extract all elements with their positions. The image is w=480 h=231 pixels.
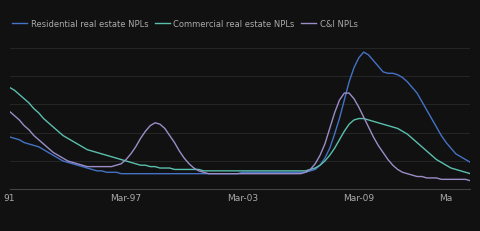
C&I NPLs <box>70 161 75 164</box>
Residential real estate NPLs <box>70 163 75 165</box>
Commercial real estate NPLs <box>468 173 473 175</box>
Legend: Residential real estate NPLs, Commercial real estate NPLs, C&I NPLs: Residential real estate NPLs, Commercial… <box>9 16 361 32</box>
Commercial real estate NPLs <box>205 170 211 173</box>
C&I NPLs <box>468 179 473 182</box>
Commercial real estate NPLs <box>429 154 434 157</box>
Residential real estate NPLs <box>361 52 367 54</box>
Line: Commercial real estate NPLs: Commercial real estate NPLs <box>10 88 470 174</box>
Residential real estate NPLs <box>259 171 264 174</box>
Commercial real estate NPLs <box>240 170 245 173</box>
Line: C&I NPLs: C&I NPLs <box>10 94 470 181</box>
Residential real estate NPLs <box>143 173 148 175</box>
C&I NPLs <box>433 177 439 179</box>
Line: Residential real estate NPLs: Residential real estate NPLs <box>10 53 470 174</box>
C&I NPLs <box>240 173 245 175</box>
Residential real estate NPLs <box>468 161 473 164</box>
C&I NPLs <box>254 173 260 175</box>
C&I NPLs <box>205 173 211 175</box>
Commercial real estate NPLs <box>70 140 75 143</box>
C&I NPLs <box>138 137 144 140</box>
C&I NPLs <box>7 111 12 113</box>
Residential real estate NPLs <box>210 173 216 175</box>
Commercial real estate NPLs <box>7 87 12 89</box>
Commercial real estate NPLs <box>138 164 144 167</box>
C&I NPLs <box>341 92 347 95</box>
Residential real estate NPLs <box>7 136 12 139</box>
Residential real estate NPLs <box>118 173 124 175</box>
Commercial real estate NPLs <box>254 170 260 173</box>
Residential real estate NPLs <box>438 134 444 137</box>
Residential real estate NPLs <box>244 171 250 174</box>
